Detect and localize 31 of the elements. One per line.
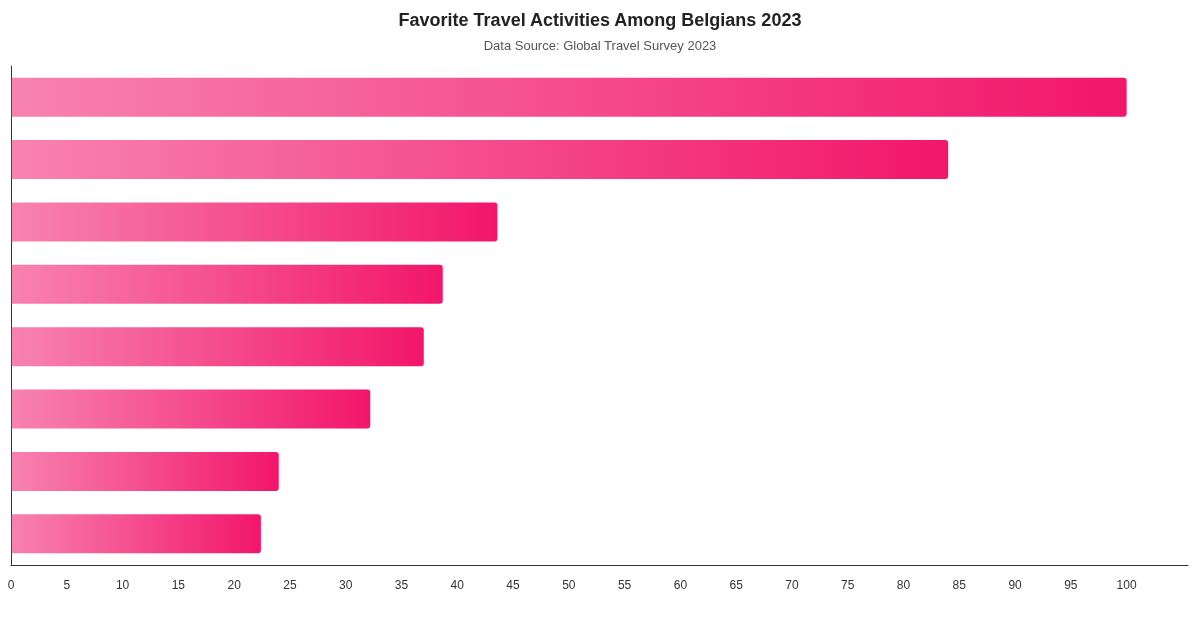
x-tick-label: 55 — [617, 578, 632, 592]
x-tick-label: 45 — [506, 578, 521, 592]
x-tick-label: 40 — [450, 578, 465, 592]
x-tick-label: 90 — [1008, 578, 1023, 592]
x-tick-label: 20 — [227, 578, 242, 592]
x-tick-label: 95 — [1064, 578, 1078, 592]
x-tick-label: 30 — [339, 578, 353, 592]
bar — [11, 77, 1127, 117]
x-tick-label: 85 — [952, 578, 967, 592]
bar — [11, 264, 443, 304]
x-tick-label: 0 — [7, 578, 15, 592]
x-tick-label: 15 — [171, 578, 186, 592]
bar — [11, 327, 424, 367]
x-tick-label: 80 — [896, 578, 911, 592]
x-tick-label: 100 — [1116, 578, 1137, 592]
bar — [11, 514, 261, 554]
x-tick-label: 25 — [283, 578, 297, 592]
chart-title: Favorite Travel Activities Among Belgians 2023 — [398, 10, 802, 30]
bar — [11, 140, 949, 180]
x-tick-label: 65 — [729, 578, 744, 592]
x-tick-label: 35 — [394, 578, 409, 592]
x-tick-label: 60 — [673, 578, 688, 592]
x-tick-label: 10 — [115, 578, 130, 592]
x-tick-label: 70 — [785, 578, 799, 592]
x-tick-label: 50 — [562, 578, 576, 592]
x-tick-label: 5 — [63, 578, 71, 592]
x-tick-label: 75 — [841, 578, 855, 592]
bar — [11, 389, 371, 429]
bar — [11, 451, 279, 491]
bar — [11, 202, 498, 242]
chart-subtitle: Data Source: Global Travel Survey 2023 — [483, 38, 717, 53]
